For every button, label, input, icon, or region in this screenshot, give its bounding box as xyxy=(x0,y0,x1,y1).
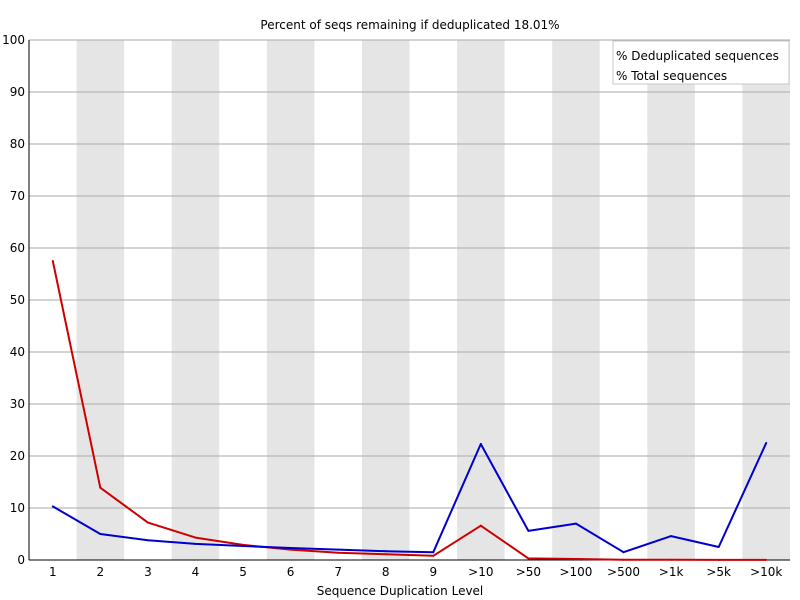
data-point xyxy=(289,548,292,551)
data-point xyxy=(99,533,102,535)
x-tick-label: >100 xyxy=(559,565,592,579)
data-point xyxy=(622,551,625,554)
data-point xyxy=(242,544,245,547)
x-tick-label: 7 xyxy=(334,565,342,579)
y-tick-label: 30 xyxy=(10,397,25,411)
x-tick-label: >500 xyxy=(607,565,640,579)
x-tick-label: 9 xyxy=(429,565,437,579)
x-tick-label: 6 xyxy=(287,565,295,579)
x-tick-label: 8 xyxy=(382,565,390,579)
data-point xyxy=(479,524,482,527)
data-point xyxy=(765,558,768,561)
data-point xyxy=(337,548,340,551)
data-point xyxy=(765,442,768,444)
data-point xyxy=(432,551,435,554)
data-point xyxy=(527,529,530,532)
x-tick-label: >50 xyxy=(516,565,541,579)
x-axis-label: Sequence Duplication Level xyxy=(317,584,484,598)
series-line-0 xyxy=(51,260,767,561)
data-point xyxy=(384,553,387,556)
data-point xyxy=(432,554,435,557)
x-tick-label: >1k xyxy=(659,565,684,579)
y-tick-label: 40 xyxy=(10,345,25,359)
data-point xyxy=(194,536,197,539)
y-tick-label: 50 xyxy=(10,293,25,307)
x-tick-label: 3 xyxy=(144,565,152,579)
legend-entry-total: % Total sequences xyxy=(616,69,727,83)
data-point xyxy=(717,558,720,561)
y-tick-label: 0 xyxy=(17,553,25,567)
data-point xyxy=(51,260,54,262)
x-tick-label: 1 xyxy=(49,565,57,579)
data-point xyxy=(146,539,149,542)
data-point xyxy=(622,558,625,561)
data-point xyxy=(670,558,673,561)
x-tick-label: >5k xyxy=(706,565,731,579)
data-point xyxy=(99,486,102,489)
y-tick-label: 100 xyxy=(2,33,25,47)
data-point xyxy=(51,505,54,508)
x-tick-label: 5 xyxy=(239,565,247,579)
y-tick-label: 70 xyxy=(10,189,25,203)
series-line-1 xyxy=(52,442,768,554)
data-point xyxy=(384,550,387,553)
legend-box xyxy=(612,40,790,85)
series-lines xyxy=(51,260,768,561)
data-point xyxy=(146,521,149,524)
x-tick-labels: 1 2 3 4 5 6 7 8 9 >10 >50 >100 >500 >1k >5k >10k xyxy=(49,565,782,579)
data-point xyxy=(527,557,530,560)
y-tick-label: 10 xyxy=(10,501,25,515)
y-tick-label: 60 xyxy=(10,241,25,255)
data-point xyxy=(289,547,292,550)
data-point xyxy=(574,522,577,525)
y-tick-labels: 0 10 20 30 40 50 60 70 80 90 100 xyxy=(2,33,25,567)
legend: % Deduplicated sequences % Total sequenc… xyxy=(612,40,790,85)
legend-entry-deduplicated: % Deduplicated sequences xyxy=(616,49,779,63)
y-tick-label: 80 xyxy=(10,137,25,151)
data-point xyxy=(479,443,482,446)
x-tick-label: 2 xyxy=(97,565,105,579)
x-tick-label: >10 xyxy=(468,565,493,579)
y-tick-label: 20 xyxy=(10,449,25,463)
x-tick-label: >10k xyxy=(750,565,782,579)
chart-title: Percent of seqs remaining if deduplicate… xyxy=(260,18,559,32)
data-point xyxy=(717,546,720,548)
y-gridlines xyxy=(29,39,790,509)
data-point xyxy=(337,551,340,554)
x-tick-label: 4 xyxy=(192,565,200,579)
data-point xyxy=(670,535,673,538)
y-tick-label: 90 xyxy=(10,85,25,99)
data-point xyxy=(194,542,197,545)
data-point xyxy=(574,557,577,560)
